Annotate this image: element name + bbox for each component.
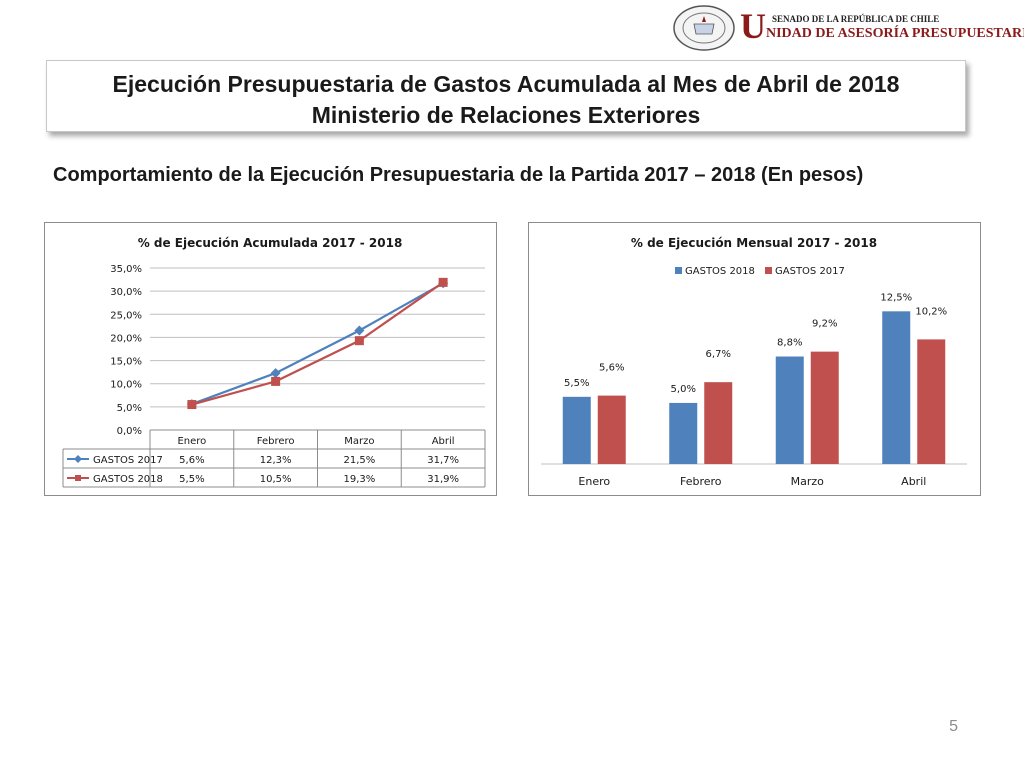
- data-point: [438, 277, 448, 287]
- table-value: 10,5%: [260, 474, 292, 485]
- data-point: [270, 368, 281, 379]
- senate-logo: U SENADO DE LA REPÚBLICA DE CHILE NIDAD …: [672, 4, 1024, 54]
- x-tick-label: Febrero: [680, 475, 722, 488]
- data-point: [271, 376, 281, 386]
- series-line: [191, 282, 444, 406]
- x-tick-label: Enero: [578, 475, 610, 488]
- table-value: 21,5%: [343, 455, 375, 466]
- data-label: 5,6%: [599, 363, 624, 374]
- table-value: 5,5%: [179, 474, 204, 485]
- legend-label: GASTOS 2017: [93, 455, 163, 466]
- page-title-ministry: Ministerio de Relaciones Exteriores: [311, 102, 701, 128]
- y-tick-label: 0,0%: [117, 426, 142, 437]
- x-tick-label: Marzo: [344, 436, 374, 447]
- table-value: 19,3%: [343, 474, 375, 485]
- series-line: [191, 281, 444, 406]
- bar: [669, 402, 698, 464]
- bar: [810, 351, 839, 464]
- x-tick-label: Abril: [432, 436, 455, 447]
- y-tick-label: 10,0%: [110, 380, 142, 391]
- data-label: 5,0%: [671, 384, 696, 395]
- data-point: [354, 336, 364, 346]
- bar: [597, 395, 626, 464]
- bar: [775, 356, 804, 464]
- legend-label: GASTOS 2018: [93, 474, 163, 485]
- legend-swatch: [675, 267, 682, 274]
- x-tick-label: Marzo: [791, 475, 825, 488]
- data-label: 8,8%: [777, 338, 802, 349]
- cumulative-line-chart: % de Ejecución Acumulada 2017 - 2018 0,0%…: [44, 222, 497, 496]
- logo-letter: U: [740, 6, 766, 46]
- legend-swatch: [765, 267, 772, 274]
- data-label: 5,5%: [564, 378, 589, 389]
- page-title: Ejecución Presupuestaria de Gastos Acumu…: [112, 71, 900, 97]
- table-value: 31,7%: [427, 455, 459, 466]
- y-tick-label: 25,0%: [110, 310, 142, 321]
- bar: [917, 339, 946, 464]
- data-label: 9,2%: [812, 319, 837, 330]
- chart-title: % de Ejecución Acumulada 2017 - 2018: [138, 236, 403, 250]
- monthly-chart-svg: % de Ejecución Mensual 2017 - 2018 GASTOS…: [541, 236, 967, 488]
- y-tick-label: 15,0%: [110, 357, 142, 368]
- table-value: 12,3%: [260, 455, 292, 466]
- title-box: Ejecución Presupuestaria de Gastos Acumu…: [46, 60, 966, 132]
- seal-icon: [673, 5, 735, 51]
- y-tick-label: 35,0%: [110, 264, 142, 275]
- table-value: 5,6%: [179, 455, 204, 466]
- data-point: [187, 400, 197, 410]
- logo-unit-name: NIDAD DE ASESORÍA PRESUPUESTARIA: [766, 26, 1024, 41]
- data-point: [354, 325, 365, 336]
- y-tick-label: 20,0%: [110, 333, 142, 344]
- x-tick-label: Enero: [177, 436, 206, 447]
- legend-label: GASTOS 2017: [775, 266, 845, 277]
- table-value: 31,9%: [427, 474, 459, 485]
- monthly-bar-chart: % de Ejecución Mensual 2017 - 2018 GASTOS…: [528, 222, 981, 496]
- x-tick-label: Febrero: [257, 436, 295, 447]
- bar: [704, 382, 733, 464]
- section-subtitle: Comportamiento de la Ejecución Presupues…: [53, 164, 864, 186]
- bar: [562, 396, 591, 464]
- data-label: 6,7%: [706, 349, 731, 360]
- cumulative-chart-svg: % de Ejecución Acumulada 2017 - 2018 0,0%…: [62, 236, 486, 488]
- page-number: 5: [949, 718, 958, 735]
- logo-senate-name: SENADO DE LA REPÚBLICA DE CHILE: [772, 14, 940, 24]
- data-label: 10,2%: [915, 306, 947, 317]
- y-tick-label: 30,0%: [110, 287, 142, 298]
- legend-marker: [74, 455, 82, 463]
- chart-title: % de Ejecución Mensual 2017 - 2018: [631, 236, 877, 250]
- legend-label: GASTOS 2018: [685, 266, 755, 277]
- x-tick-label: Abril: [901, 475, 926, 488]
- y-tick-label: 5,0%: [117, 403, 142, 414]
- legend-marker: [75, 475, 81, 481]
- data-label: 12,5%: [880, 292, 912, 303]
- bar: [882, 311, 911, 464]
